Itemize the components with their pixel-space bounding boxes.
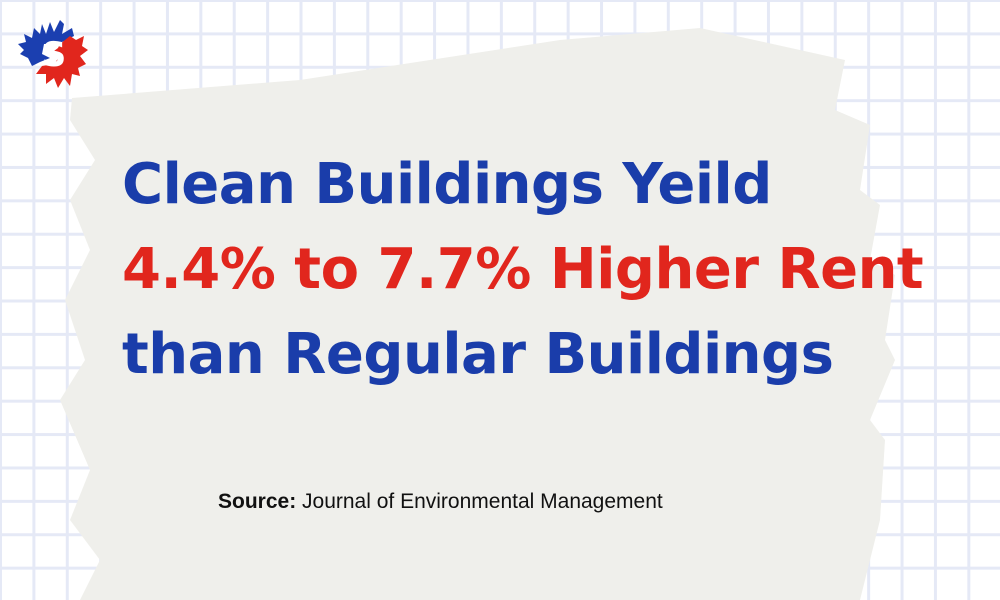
svg-text:S: S [42, 35, 67, 75]
headline-line-2-highlight: 4.4% to 7.7% Higher Rent [122, 237, 924, 302]
source-label: Source: [218, 490, 297, 513]
splash-logo: S [18, 20, 88, 88]
source-text: Journal of Environmental Management [296, 490, 663, 513]
headline: Clean Buildings Yeild 4.4% to 7.7% Highe… [122, 142, 924, 397]
headline-line-3: than Regular Buildings [122, 322, 834, 387]
source-citation: Source: Journal of Environmental Managem… [218, 490, 663, 514]
headline-line-1: Clean Buildings Yeild [122, 152, 772, 217]
